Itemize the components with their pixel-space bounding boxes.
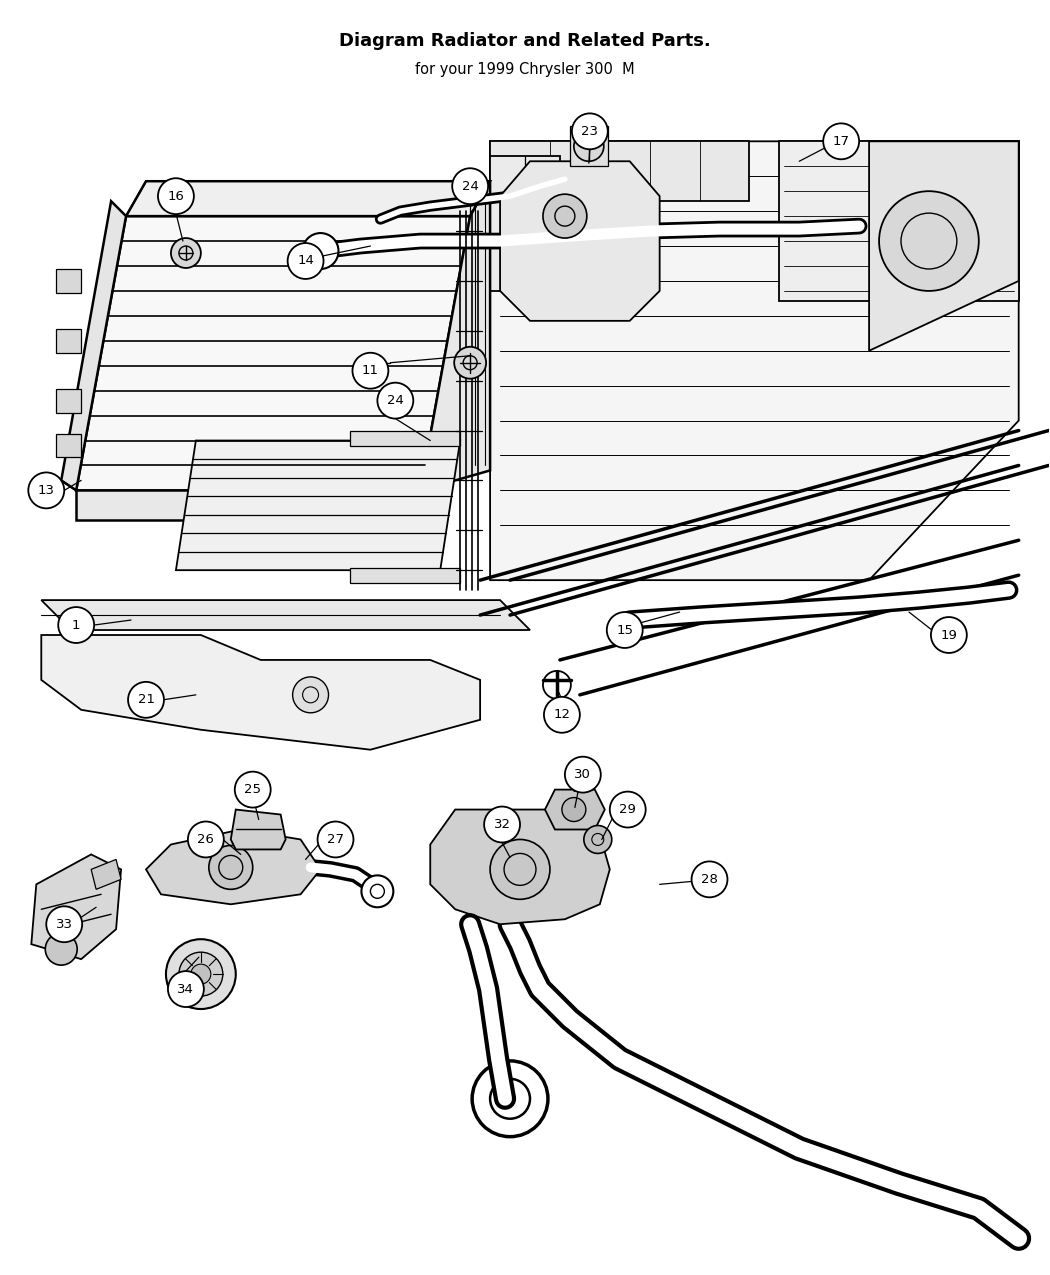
Circle shape [128,682,164,718]
Text: 13: 13 [38,484,55,497]
Circle shape [293,677,329,713]
Text: 21: 21 [138,694,154,706]
Text: 16: 16 [168,190,185,203]
Polygon shape [57,269,81,293]
Circle shape [302,233,338,269]
Circle shape [610,792,646,827]
Circle shape [562,798,586,821]
Text: 24: 24 [386,394,404,407]
Text: 12: 12 [553,709,570,722]
Circle shape [361,876,394,908]
Circle shape [353,353,388,389]
Polygon shape [146,830,320,904]
Polygon shape [231,810,286,849]
Circle shape [209,845,253,890]
Text: 19: 19 [941,629,958,641]
Text: 17: 17 [833,135,849,148]
Circle shape [931,617,967,653]
Circle shape [288,244,323,279]
Circle shape [484,807,520,843]
Circle shape [168,972,204,1007]
Circle shape [46,907,82,942]
Circle shape [490,839,550,899]
Circle shape [544,697,580,733]
Circle shape [574,131,604,161]
Polygon shape [126,181,490,217]
Polygon shape [57,389,81,413]
Polygon shape [351,431,460,445]
Text: 32: 32 [494,819,510,831]
Polygon shape [490,157,560,291]
Circle shape [58,607,94,643]
Circle shape [584,825,612,853]
Polygon shape [490,142,1018,580]
Text: 25: 25 [245,783,261,796]
Circle shape [572,113,608,149]
Text: Diagram Radiator and Related Parts.: Diagram Radiator and Related Parts. [339,32,711,50]
Polygon shape [176,441,460,570]
Polygon shape [869,142,1018,351]
Circle shape [543,194,587,238]
Polygon shape [41,635,480,750]
Circle shape [178,952,223,996]
Text: 29: 29 [620,803,636,816]
Circle shape [453,168,488,204]
Circle shape [823,124,859,159]
Circle shape [455,347,486,379]
Circle shape [158,179,194,214]
Circle shape [377,382,414,418]
Text: 23: 23 [582,125,598,138]
Circle shape [28,473,64,509]
Text: for your 1999 Chrysler 300  M: for your 1999 Chrysler 300 M [415,61,635,76]
Text: 27: 27 [327,833,344,847]
Circle shape [543,671,571,699]
Polygon shape [41,601,530,630]
Circle shape [45,933,78,965]
Text: 26: 26 [197,833,214,847]
Text: 28: 28 [701,873,718,886]
Polygon shape [490,142,750,201]
Circle shape [317,821,354,857]
Circle shape [235,771,271,807]
Text: 1: 1 [72,618,81,631]
Circle shape [692,862,728,898]
Polygon shape [545,789,605,830]
Circle shape [191,964,211,984]
Polygon shape [779,142,1018,301]
Text: 33: 33 [56,918,72,931]
Polygon shape [351,569,460,583]
Polygon shape [91,859,121,890]
Polygon shape [57,329,81,353]
Circle shape [607,612,643,648]
Polygon shape [32,854,121,959]
Circle shape [472,1061,548,1137]
Polygon shape [77,217,470,491]
Circle shape [188,821,224,857]
Polygon shape [61,201,126,491]
Text: 15: 15 [616,623,633,636]
Circle shape [879,191,979,291]
Polygon shape [570,126,608,166]
Circle shape [166,940,236,1009]
Text: 30: 30 [574,768,591,782]
Polygon shape [500,161,659,321]
Text: 11: 11 [362,365,379,377]
Polygon shape [77,491,420,520]
Text: 24: 24 [462,180,479,193]
Circle shape [565,756,601,793]
Polygon shape [57,434,81,458]
Polygon shape [420,181,490,491]
Text: 34: 34 [177,983,194,996]
Text: 14: 14 [297,255,314,268]
Polygon shape [430,810,610,924]
Circle shape [171,238,201,268]
